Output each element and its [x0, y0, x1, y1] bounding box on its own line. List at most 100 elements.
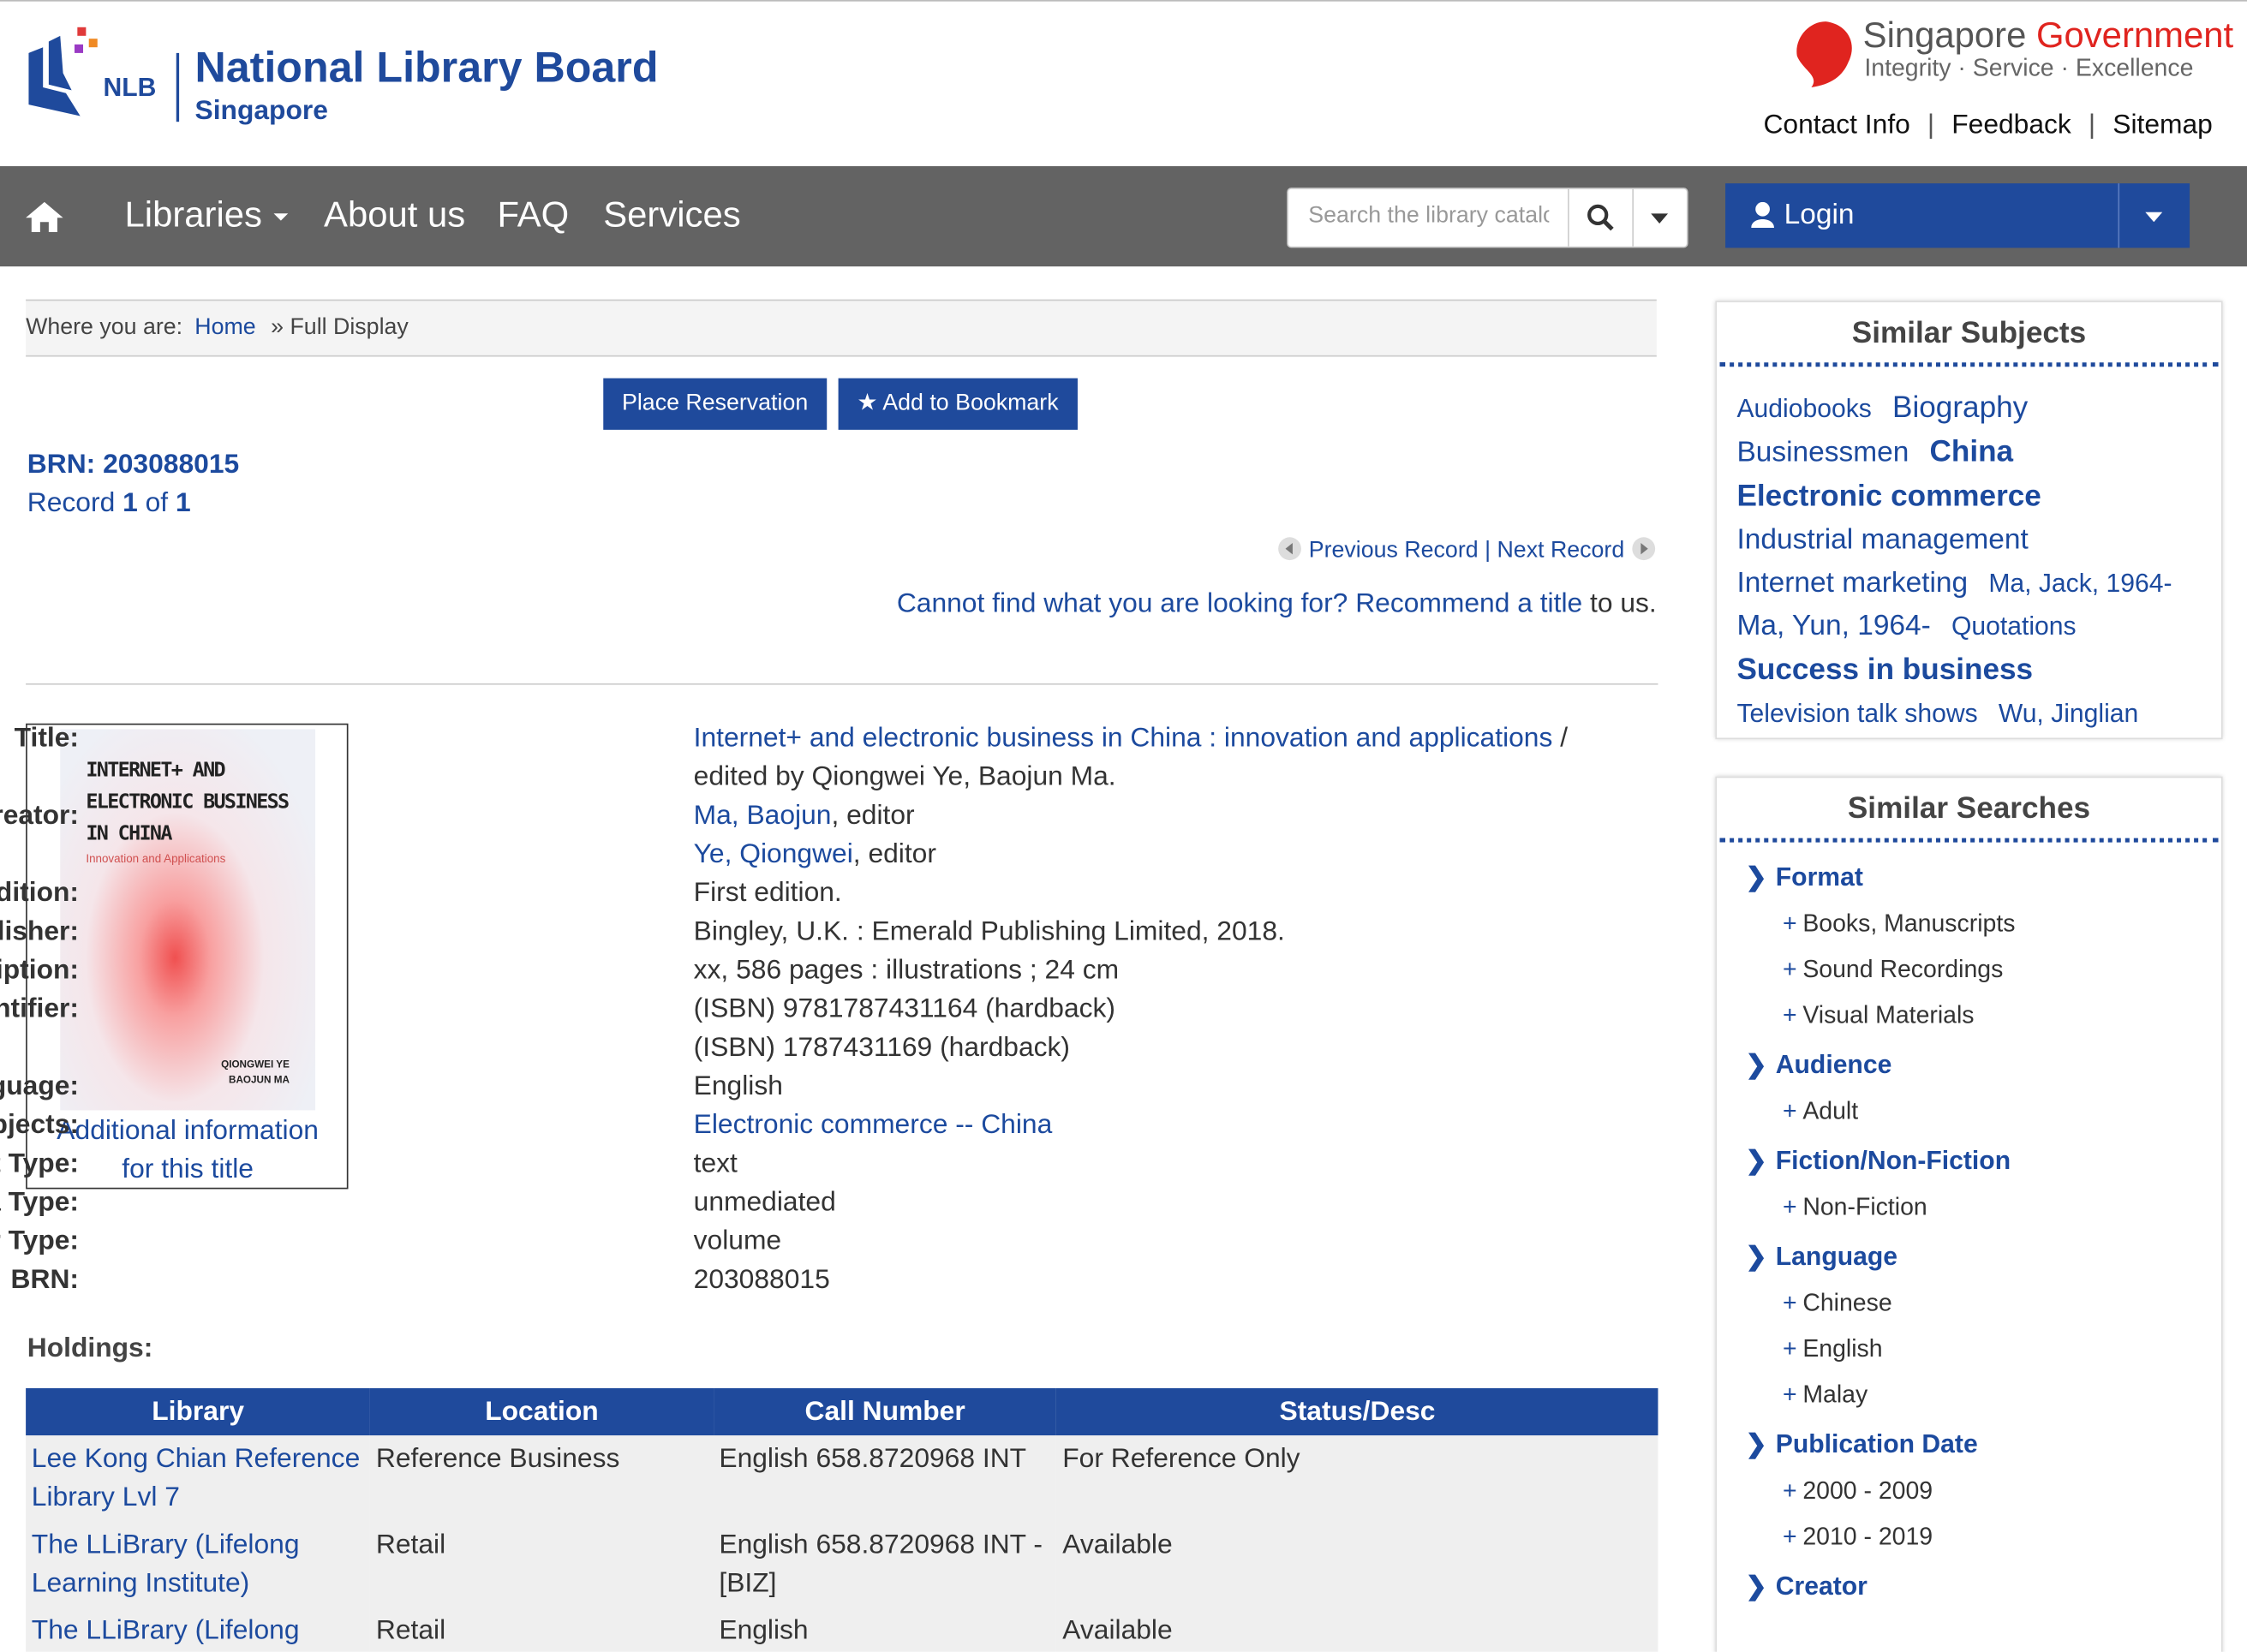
plus-icon: + — [1783, 909, 1797, 938]
cover-line: ELECTRONIC BUSINESS — [86, 790, 290, 814]
detail-label: Creator: — [0, 801, 80, 832]
cover-caption[interactable]: Additional information for this title — [57, 1116, 319, 1185]
brn-value: 203088015 — [103, 450, 240, 480]
holding-cell: For Reference Only — [1056, 1435, 1658, 1522]
nav-item[interactable]: Services — [603, 195, 740, 237]
detail-text: Bingley, U.K. : Emerald Publishing Limit… — [693, 916, 1285, 947]
record-nav: Previous Record | Next Record — [1276, 536, 1657, 564]
subject-tag[interactable]: Ma, Jack, 1964- — [1988, 569, 2172, 598]
facet-item[interactable]: + Books, Manuscripts — [1783, 909, 2221, 938]
nav-item[interactable]: Libraries — [125, 195, 289, 237]
prev-icon[interactable] — [1276, 536, 1302, 562]
cell-text: For Reference Only — [1062, 1444, 1300, 1475]
facet-item[interactable]: +2010 - 2019 — [1783, 1523, 2221, 1551]
nav-item[interactable]: About us — [324, 195, 465, 237]
next-record[interactable]: Next Record — [1497, 538, 1625, 564]
holdings-table: Library Location Call Number Status/Desc Lee… — [26, 1387, 1658, 1652]
login-dropdown[interactable] — [2145, 212, 2163, 223]
subject-tag[interactable]: Wu, Jinglian — [1998, 699, 2139, 728]
facet-header[interactable]: ❯ Publication Date — [1746, 1429, 2221, 1459]
search-icon[interactable] — [1587, 204, 1615, 232]
facet-header[interactable]: ❯ Format — [1746, 862, 2221, 892]
previous-record[interactable]: Previous Record — [1308, 538, 1479, 564]
cell-text: Available — [1062, 1530, 1173, 1560]
detail-value: xx, 586 pages : illustrations ; 24 cm — [694, 956, 1119, 987]
facet-item[interactable]: + Chinese — [1783, 1290, 2221, 1318]
detail-link[interactable]: Ma, Baojun — [693, 801, 832, 832]
place-reservation-button[interactable]: Place Reservation — [603, 378, 827, 430]
home-icon[interactable] — [26, 200, 63, 232]
subject-tags: Audiobooks Biography Businessmen China E… — [1717, 367, 2221, 737]
facet-item-label: Books, Manuscripts — [1802, 909, 2016, 938]
top-link[interactable]: Feedback — [1951, 110, 2071, 140]
detail-text: xx, 586 pages : illustrations ; 24 cm — [693, 955, 1120, 986]
library-link[interactable]: The LLiBrary (Lifelong — [31, 1615, 300, 1647]
holding-cell: English 658.8720968 INT -[BIZ] — [713, 1521, 1057, 1607]
recommend-link[interactable]: Recommend a title — [1355, 588, 1583, 619]
plus-icon: + — [1783, 1001, 1797, 1029]
column-header: Status/Desc — [1056, 1387, 1658, 1436]
subject-tag[interactable]: Industrial management — [1736, 524, 2029, 557]
detail-value: 203088015 — [694, 1265, 830, 1297]
column-header: Call Number — [713, 1387, 1057, 1436]
facet-header[interactable]: ❯ Fiction/Non-Fiction — [1746, 1146, 2221, 1176]
bookmark-button[interactable]: ★ Add to Bookmark — [838, 378, 1078, 430]
detail-value: Bingley, U.K. : Emerald Publishing Limit… — [694, 917, 1285, 949]
cell-text: English 658.8720968 INT — [719, 1444, 1027, 1475]
library-link[interactable]: The LLiBrary (Lifelong Learning Institut… — [31, 1530, 300, 1599]
subject-tag[interactable]: Television talk shows — [1736, 699, 1978, 728]
subject-tag[interactable]: Biography — [1892, 391, 2029, 425]
facet-item[interactable]: + Non-Fiction — [1783, 1193, 2221, 1221]
facet-header[interactable]: ❯ Language — [1746, 1242, 2221, 1272]
record-count: Record 1 of 1 — [27, 488, 191, 520]
subject-tag[interactable]: Ma, Yun, 1964- — [1736, 610, 1931, 642]
subject-tag[interactable]: Quotations — [1951, 611, 2077, 641]
subject-tag[interactable]: Businessmen — [1736, 437, 1909, 469]
cell-text: Available — [1062, 1615, 1173, 1647]
facet-item[interactable]: + Sound Recordings — [1783, 956, 2221, 984]
subject-tag[interactable]: China — [1929, 435, 2014, 469]
cover-image: INTERNET+ AND ELECTRONIC BUSINESS IN CHINA… — [60, 729, 316, 1111]
top-link[interactable]: Contact Info — [1763, 110, 1910, 140]
facet-item[interactable]: + English — [1783, 1335, 2221, 1363]
holding-cell: Retail — [370, 1607, 714, 1652]
subject-tag[interactable]: Audiobooks — [1736, 394, 1872, 423]
nav-item[interactable]: FAQ — [497, 195, 569, 237]
link-separator: | — [1927, 110, 1935, 140]
login-button[interactable]: Login — [1725, 183, 2190, 248]
subject-tag[interactable]: Internet marketing — [1736, 567, 1969, 599]
detail-link[interactable]: Ye, Qiongwei — [693, 839, 853, 870]
logo-country: Singapore — [194, 96, 328, 127]
detail-value: Electronic commerce -- China — [694, 1110, 1053, 1142]
facet-header[interactable]: ❯ Creator — [1746, 1571, 2221, 1601]
gov-name: Singapore Government — [1863, 15, 2233, 57]
search-box[interactable]: Search the library catalogue — [1287, 188, 1688, 248]
detail-text: First edition. — [693, 878, 842, 909]
cell-text: Reference Business — [375, 1444, 620, 1475]
facet-item[interactable]: + Adult — [1783, 1097, 2221, 1125]
library-link[interactable]: Lee Kong Chian Reference Library Lvl 7 — [31, 1444, 361, 1513]
search-dropdown[interactable] — [1651, 213, 1669, 224]
header-row: Library Location Call Number Status/Desc — [26, 1387, 1658, 1436]
facet-name: Creator — [1775, 1571, 1868, 1601]
detail-text: 203088015 — [693, 1265, 830, 1296]
recommend: Cannot find what you are looking for? Re… — [897, 589, 1657, 621]
cover-title: INTERNET+ AND ELECTRONIC BUSINESS IN CHINA — [86, 755, 290, 850]
top-links: Contact Info | Feedback | Sitemap — [1763, 110, 2212, 142]
subject-tag[interactable]: Electronic commerce — [1736, 480, 2041, 513]
breadcrumb-home[interactable]: Home — [194, 315, 256, 340]
facet-item[interactable]: + Malay — [1783, 1381, 2221, 1410]
facet-item-label: Adult — [1802, 1097, 1859, 1125]
caret — [273, 213, 289, 221]
plus-icon: + — [1783, 1193, 1797, 1221]
detail-link[interactable]: Internet+ and electronic business in Chi… — [693, 723, 1553, 754]
top-link[interactable]: Sitemap — [2113, 110, 2213, 140]
facet-item[interactable]: + Visual Materials — [1783, 1001, 2221, 1029]
detail-link[interactable]: Electronic commerce -- China — [693, 1110, 1053, 1141]
link-separator: | — [2088, 110, 2096, 140]
facet-item[interactable]: +2000 - 2009 — [1783, 1477, 2221, 1506]
plus-icon: + — [1783, 1289, 1797, 1317]
next-icon[interactable] — [1631, 536, 1657, 562]
subject-tag[interactable]: Success in business — [1736, 653, 2034, 687]
facet-header[interactable]: ❯ Audience — [1746, 1050, 2221, 1080]
